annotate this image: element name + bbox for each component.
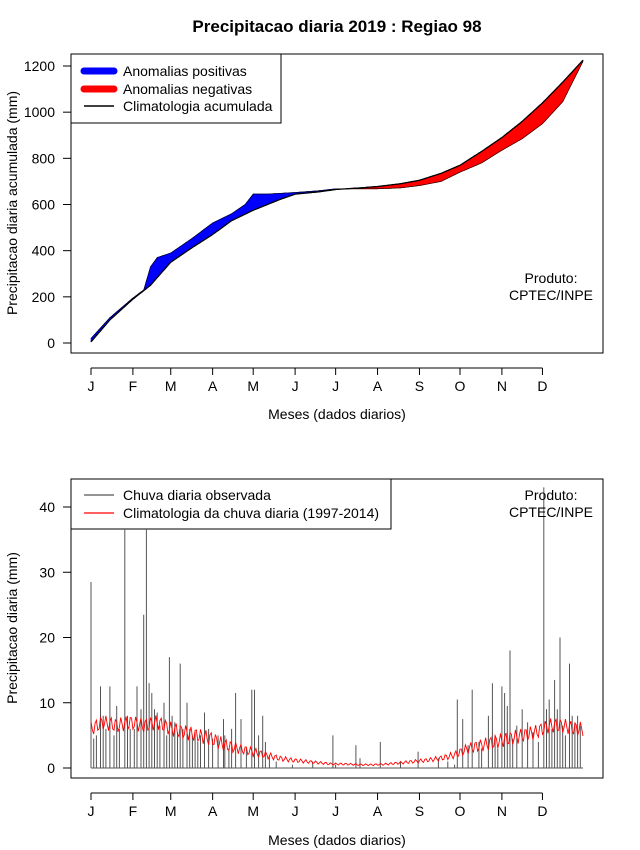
daily-precip-chart: 0 10 20 30 40 J F M A M J J A S O N D Precipitacao diar… <box>4 478 604 848</box>
bottom-x-tick-label: J <box>88 803 95 819</box>
top-x-tick-label: D <box>537 378 547 394</box>
bottom-y-tick-label: 20 <box>39 630 55 646</box>
legend-label-positive: Anomalias positivas <box>123 63 247 79</box>
top-y-tick-label: 400 <box>32 243 56 259</box>
top-series-marks <box>90 59 584 343</box>
bottom-x-tick-label: N <box>497 803 507 819</box>
bottom-y-axis-label: Precipitacao diaria (mm) <box>4 552 20 704</box>
bottom-x-tick-label: F <box>129 803 138 819</box>
top-x-tick-label: M <box>165 378 177 394</box>
top-x-tick-label: A <box>373 378 383 394</box>
bottom-x-tick-label: J <box>292 803 299 819</box>
top-y-tick-label: 200 <box>32 289 56 305</box>
top-product-label-line1: Produto: <box>525 270 578 286</box>
top-x-tick-label: A <box>208 378 218 394</box>
top-y-tick-label: 800 <box>32 150 56 166</box>
top-legend: Anomalias positivas Anomalias negativas … <box>70 53 282 124</box>
legend-label-climatology: Climatologia acumulada <box>123 98 273 114</box>
bottom-product-label-line1: Produto: <box>525 487 578 503</box>
top-y-axis: 0 200 400 600 800 1000 1200 <box>24 58 72 351</box>
top-y-tick-label: 600 <box>32 197 56 213</box>
bottom-series-marks <box>90 487 584 769</box>
bottom-y-tick-label: 0 <box>47 760 55 776</box>
daily-climatology-line <box>90 715 584 767</box>
bottom-x-tick-label: S <box>415 803 424 819</box>
figure-title: Precipitacao diaria 2019 : Regiao 98 <box>192 17 481 36</box>
cumulative-precip-chart: 0 200 400 600 800 1000 1200 J F M A M J J A S O N D Preci… <box>4 53 604 422</box>
top-product-label-line2: CPTEC/INPE <box>509 287 593 303</box>
top-x-tick-label: J <box>292 378 299 394</box>
bottom-legend-box <box>70 478 392 530</box>
bottom-y-tick-label: 40 <box>39 499 55 515</box>
top-x-tick-label: M <box>247 378 259 394</box>
bottom-product-label-line2: CPTEC/INPE <box>509 504 593 520</box>
top-x-axis-label: Meses (dados diarios) <box>268 406 406 422</box>
bottom-x-tick-label: J <box>332 803 339 819</box>
top-x-tick-label: O <box>455 378 466 394</box>
top-x-tick-label: N <box>497 378 507 394</box>
bottom-legend: Chuva diaria observada Climatologia da c… <box>70 478 392 530</box>
top-y-tick-label: 1200 <box>24 58 55 74</box>
top-y-tick-label: 1000 <box>24 104 55 120</box>
bottom-x-tick-label: D <box>537 803 547 819</box>
bottom-x-tick-label: M <box>247 803 259 819</box>
climatology-cumulative-line <box>90 59 584 343</box>
top-x-tick-label: J <box>88 378 95 394</box>
bottom-x-tick-label: O <box>455 803 466 819</box>
top-y-axis-label: Precipitacao diaria acumulada (mm) <box>4 91 20 315</box>
bottom-x-tick-label: A <box>208 803 218 819</box>
bottom-x-tick-label: M <box>165 803 177 819</box>
bottom-x-tick-label: A <box>373 803 383 819</box>
legend-label-negative: Anomalias negativas <box>123 81 252 97</box>
top-x-tick-label: S <box>415 378 424 394</box>
top-y-tick-label: 0 <box>47 335 55 351</box>
legend-label-daily-clim: Climatologia da chuva diaria (1997-2014) <box>123 505 379 521</box>
bottom-y-tick-label: 10 <box>39 695 55 711</box>
bottom-y-axis: 0 10 20 30 40 <box>39 499 72 776</box>
top-x-tick-label: F <box>129 378 138 394</box>
top-x-tick-label: J <box>332 378 339 394</box>
bottom-x-axis-label: Meses (dados diarios) <box>268 832 406 848</box>
legend-label-observed: Chuva diaria observada <box>123 487 271 503</box>
bottom-y-tick-label: 30 <box>39 564 55 580</box>
